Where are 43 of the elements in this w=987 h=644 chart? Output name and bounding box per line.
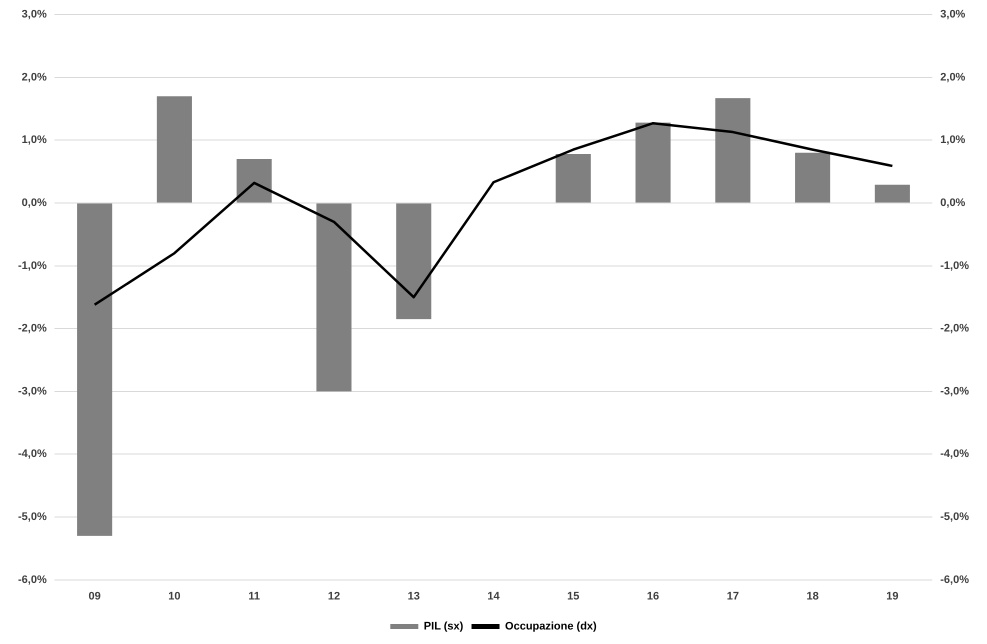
- bar: [316, 204, 352, 392]
- y-tick-label: 0,0%: [22, 197, 47, 210]
- x-tick-label: 14: [487, 590, 500, 602]
- bar: [636, 122, 671, 202]
- x-tick-label: 19: [886, 590, 898, 602]
- y-tick-label: -4,0%: [18, 448, 47, 460]
- y2-tick-label: 2,0%: [940, 71, 966, 84]
- y2-tick-label: -3,0%: [940, 385, 970, 398]
- bar: [715, 98, 750, 202]
- bar: [236, 159, 272, 202]
- bar: [77, 204, 112, 536]
- y2-tick-label: -1,0%: [940, 260, 970, 272]
- x-tick-label: 15: [567, 590, 580, 602]
- bar: [156, 96, 192, 202]
- x-tick-label: 17: [726, 590, 739, 602]
- y-tick-label: 3,0%: [22, 8, 47, 21]
- y2-tick-label: 1,0%: [940, 134, 966, 146]
- x-tick-label: 09: [88, 590, 101, 602]
- y2-tick-label: 3,0%: [940, 8, 966, 21]
- y-tick-label: -5,0%: [18, 511, 47, 524]
- y2-tick-label: -5,0%: [940, 511, 970, 524]
- x-tick-label: 16: [646, 590, 660, 602]
- bar: [396, 204, 432, 320]
- y-tick-label: -6,0%: [18, 574, 47, 586]
- legend-label: PIL (sx): [424, 620, 464, 633]
- x-tick-label: 13: [408, 590, 420, 602]
- y2-tick-label: -6,0%: [940, 574, 970, 586]
- y-tick-label: -3,0%: [18, 385, 47, 398]
- x-tick-label: 10: [168, 590, 181, 602]
- y2-tick-label: -4,0%: [940, 448, 970, 460]
- legend-label: Occupazione (dx): [505, 620, 598, 633]
- x-tick-label: 11: [248, 590, 260, 602]
- y-tick-label: -2,0%: [18, 322, 47, 335]
- y2-tick-label: 0,0%: [940, 197, 966, 210]
- x-tick-label: 18: [806, 590, 819, 602]
- y-tick-label: 1,0%: [22, 134, 47, 146]
- bar: [874, 184, 910, 202]
- bar: [795, 152, 830, 202]
- y2-tick-label: -2,0%: [940, 322, 970, 335]
- bar: [556, 154, 591, 202]
- y-tick-label: -1,0%: [18, 260, 47, 272]
- y-tick-label: 2,0%: [22, 71, 47, 84]
- x-tick-label: 12: [328, 590, 340, 602]
